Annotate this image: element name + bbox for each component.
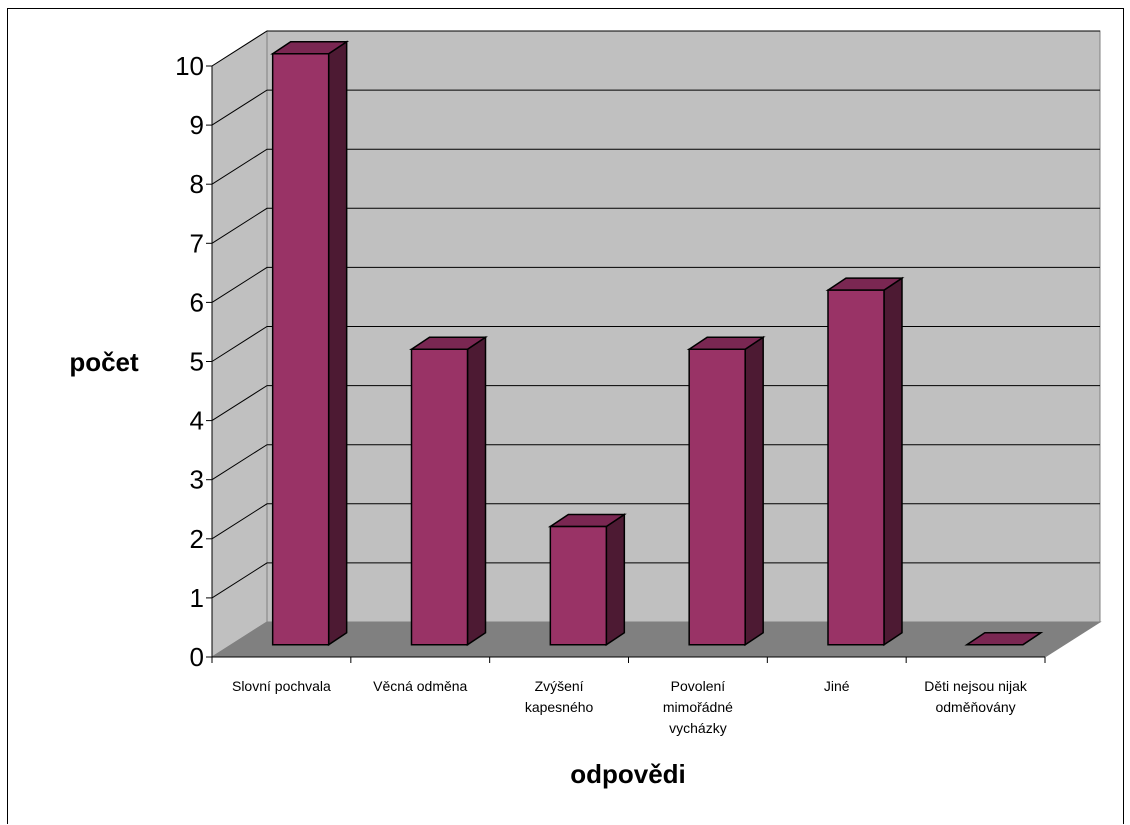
bar-3 [686,335,766,647]
bar-1 [409,335,488,647]
bar-0 [270,40,350,647]
gridline-1 [211,562,1100,599]
bar-side [466,335,487,647]
gridline-8 [211,148,1100,185]
y-axis-title: počet [69,347,139,377]
bar-5 [964,632,1044,646]
y-tick-label-1: 1 [190,583,204,613]
gridline-3 [211,444,1100,481]
x-category-labels: Slovní pochvala Věcná odměna Zvýšení kapesn… [232,678,1028,736]
x-category-label-5: Děti nejsou nijak odměňovány [924,678,1028,715]
bar-side [605,513,626,647]
gridlines [211,30,1100,599]
x-axis-title: odpovědi [570,759,686,789]
y-tick-label-5: 5 [190,347,204,377]
y-tick-label-3: 3 [190,465,204,495]
bar-front [271,53,330,646]
gridline-6 [211,266,1100,303]
bars [270,40,1044,647]
y-tick-label-0: 0 [190,642,204,672]
bar-side [744,335,764,647]
y-tick-label-4: 4 [190,406,204,436]
bar-side [327,40,348,647]
y-tick-label-10: 10 [175,51,204,81]
y-tick-label-9: 9 [190,110,204,140]
y-tick-label-2: 2 [190,524,204,554]
y-tick-labels: 0 1 2 3 4 5 6 7 8 9 10 [175,51,204,672]
bar-top [964,632,1044,646]
gridline-9 [211,89,1100,126]
bar-front [549,525,608,646]
gridline-2 [211,503,1100,540]
x-category-label-2: Zvýšení kapesného [525,678,594,715]
bar-front [827,289,885,646]
gridline-5 [211,326,1100,362]
bar-side [883,276,903,647]
bar-2 [547,513,627,647]
x-category-label-3: Povolení mimořádné vycházky [663,678,733,736]
y-tick-label-7: 7 [190,228,204,258]
x-category-label-4: Jiné [824,678,850,694]
gridline-10 [211,30,1100,67]
gridline-7 [211,207,1100,244]
bar-4 [825,276,905,647]
gridline-4 [211,385,1100,422]
y-tick-label-8: 8 [190,169,204,199]
x-category-label-1: Věcná odměna [373,678,467,694]
x-category-label-0: Slovní pochvala [232,678,331,694]
bar-front [688,348,746,646]
y-tick-label-6: 6 [190,287,204,317]
bar-front [410,348,469,646]
axes [206,65,1046,663]
